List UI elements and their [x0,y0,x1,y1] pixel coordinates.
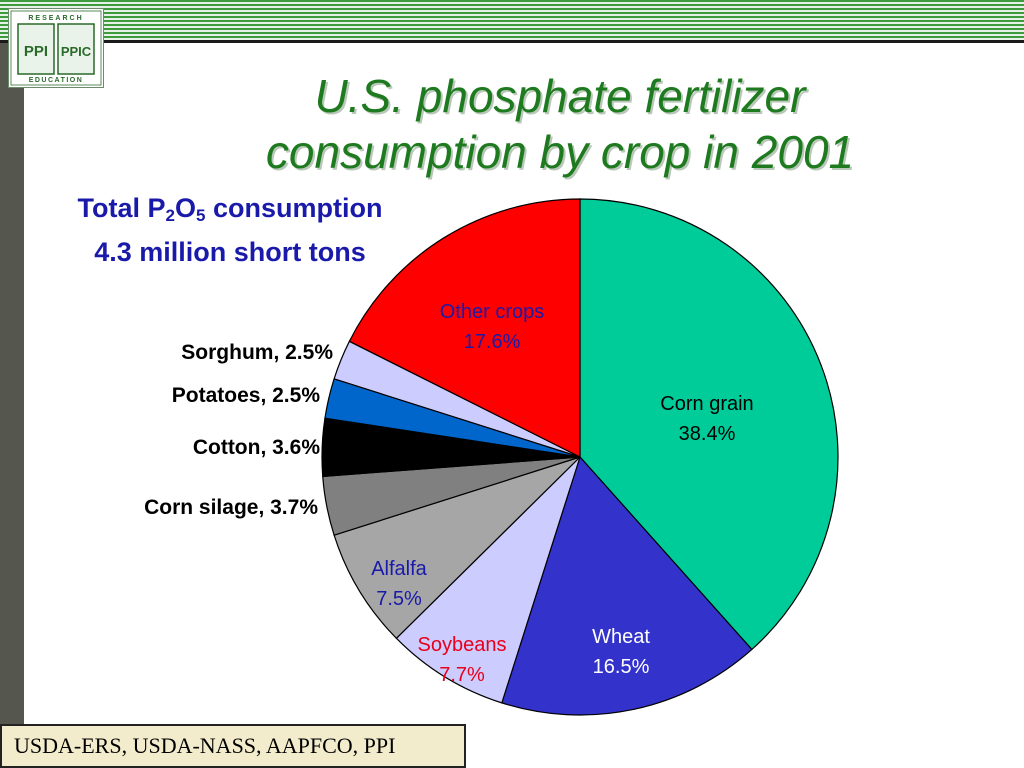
pie-slice-alfalfa [333,456,581,640]
slide-title: U.S. phosphate fertilizer consumption by… [265,70,855,178]
pie-slice-other-crops [348,198,581,458]
slice-label-corn-grain: Corn grain 38.4% [660,393,753,445]
caption-line-1: Total P2O5 consumption [77,193,383,225]
slice-label-sorghum: Sorghum, 2.5% [181,341,333,364]
source-note: USDA-ERS, USDA-NASS, AAPFCO, PPI [0,724,466,768]
pie-slice-corn-grain [579,198,839,651]
slice-label-wheat: Wheat 16.5% [592,626,650,678]
top-divider-line [0,40,1024,43]
top-stripe-band [0,0,1024,40]
slice-label-corn-silage: Corn silage, 3.7% [144,496,318,519]
logo-left-mark: PPI [24,43,48,60]
logo-top-text: RESEARCH [28,15,83,22]
pie-slices [321,198,839,716]
pie-slice-wheat [501,455,753,716]
ppi-logo: RESEARCH PPI PPIC EDUCATION [8,8,104,88]
slice-label-other-crops: Other crops 17.6% [440,301,544,353]
pie-labels: Corn grain 38.4% Wheat 16.5% Soybeans 7.7% Alf… [371,301,753,686]
pie-slice-soybeans [395,456,581,704]
caption-line-2: 4.3 million short tons [94,237,366,267]
left-side-bar [0,43,24,768]
slice-label-soybeans: Soybeans 7.7% [418,634,507,686]
total-consumption-caption: Total P2O5 consumption 4.3 million short… [30,190,430,270]
slice-label-alfalfa: Alfalfa 7.5% [371,558,427,610]
logo-bottom-text: EDUCATION [29,77,84,84]
logo-right-mark: PPIC [61,44,92,59]
slice-label-potatoes: Potatoes, 2.5% [171,384,320,407]
slice-label-cotton: Cotton, 3.6% [192,436,320,459]
